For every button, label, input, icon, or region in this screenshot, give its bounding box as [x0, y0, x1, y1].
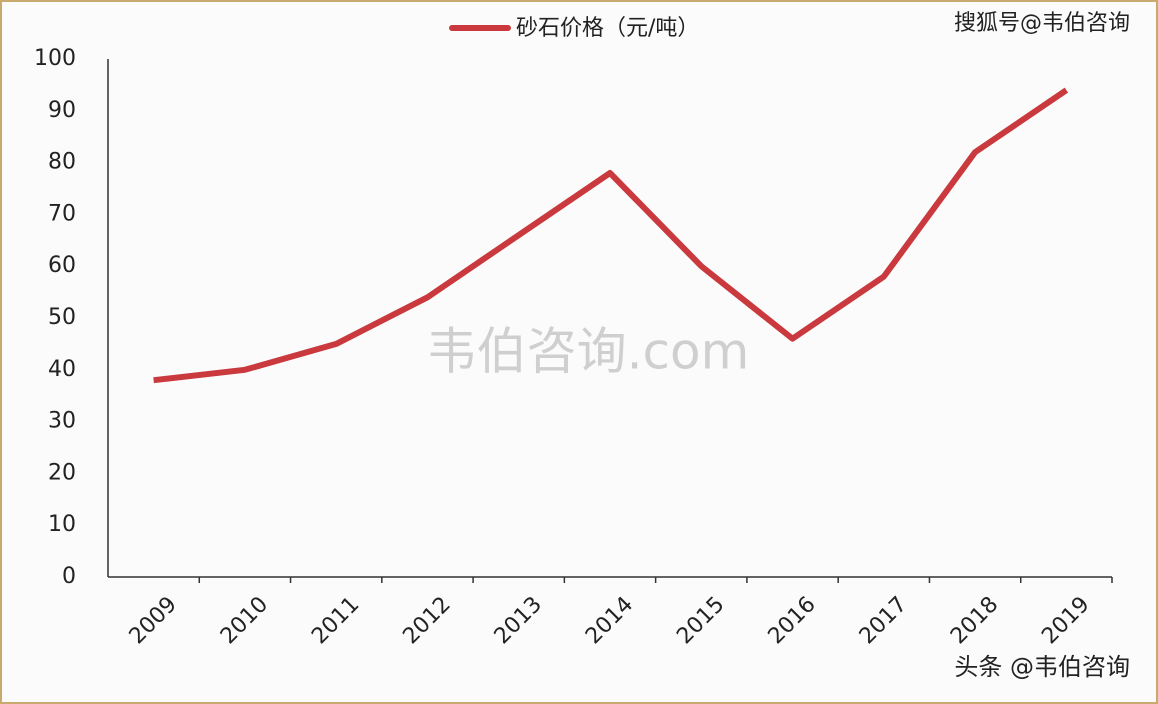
platform-label: 头条 @韦伯咨询 — [954, 653, 1130, 681]
legend-label: 砂石价格（元/吨） — [516, 16, 699, 41]
source-label: 搜狐号@韦伯咨询 — [954, 11, 1130, 36]
y-tick-label: 50 — [48, 305, 76, 330]
watermark: 韦伯咨询.com — [427, 323, 750, 381]
y-tick-label: 60 — [48, 253, 76, 278]
y-tick-label: 90 — [48, 98, 76, 123]
y-tick-label: 80 — [48, 150, 76, 175]
y-tick-label: 30 — [48, 409, 76, 434]
y-tick-label: 20 — [48, 460, 76, 485]
y-tick-label: 100 — [34, 46, 76, 71]
y-tick-label: 40 — [48, 357, 76, 382]
series-line — [153, 87, 1069, 384]
y-tick-label: 70 — [48, 201, 76, 226]
y-tick-label: 10 — [48, 512, 76, 537]
y-tick-label: 0 — [62, 564, 76, 589]
